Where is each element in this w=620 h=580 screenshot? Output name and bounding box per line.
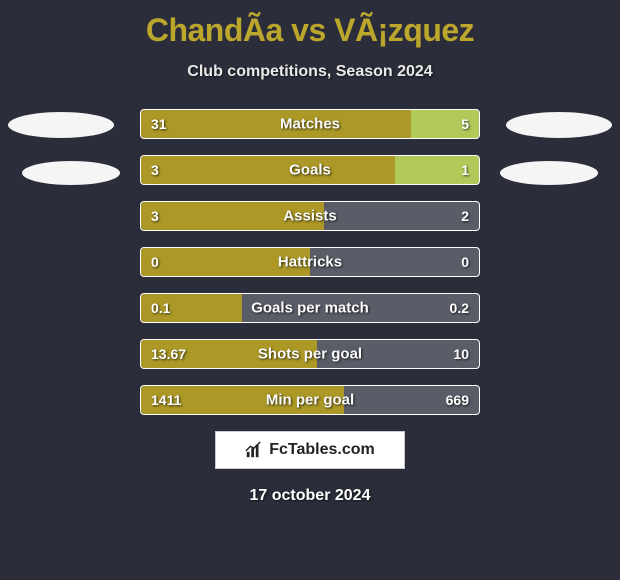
brand-badge: FcTables.com: [215, 431, 405, 469]
stat-row: 3 Goals 1: [140, 155, 480, 185]
player-left-ellipse-1: [8, 112, 114, 138]
stat-row: 31 Matches 5: [140, 109, 480, 139]
stat-label: Matches: [280, 116, 340, 133]
value-right: 0.2: [450, 300, 469, 316]
stat-label: Assists: [283, 208, 336, 225]
player-right-ellipse-2: [500, 161, 598, 185]
stat-label: Min per goal: [266, 392, 354, 409]
bar-left: [141, 156, 395, 184]
value-right: 10: [453, 346, 469, 362]
stat-row: 0.1 Goals per match 0.2: [140, 293, 480, 323]
stat-label: Shots per goal: [258, 346, 362, 363]
stat-row: 13.67 Shots per goal 10: [140, 339, 480, 369]
stat-label: Goals per match: [251, 300, 369, 317]
value-left: 13.67: [151, 346, 186, 362]
comparison-chart: 31 Matches 5 3 Goals 1 3 Assists 2 0 Hattricks 0 0.1…: [0, 109, 620, 415]
value-right: 669: [446, 392, 469, 408]
stat-row: 3 Assists 2: [140, 201, 480, 231]
stat-row: 1411 Min per goal 669: [140, 385, 480, 415]
value-left: 1411: [151, 392, 181, 408]
value-right: 5: [461, 116, 469, 132]
player-right-ellipse-1: [506, 112, 612, 138]
chart-icon: [245, 441, 263, 459]
date-label: 17 october 2024: [0, 487, 620, 505]
value-left: 3: [151, 162, 159, 178]
value-right: 1: [461, 162, 469, 178]
stat-label: Goals: [289, 162, 331, 179]
bar-left: [141, 110, 411, 138]
value-right: 2: [461, 208, 469, 224]
stat-row: 0 Hattricks 0: [140, 247, 480, 277]
page-title: ChandÃ­a vs VÃ¡zquez: [0, 0, 620, 49]
brand-text: FcTables.com: [269, 441, 375, 459]
subtitle: Club competitions, Season 2024: [0, 63, 620, 81]
player-left-ellipse-2: [22, 161, 120, 185]
value-left: 3: [151, 208, 159, 224]
value-left: 0.1: [151, 300, 170, 316]
value-right: 0: [461, 254, 469, 270]
value-left: 0: [151, 254, 159, 270]
stat-label: Hattricks: [278, 254, 342, 271]
value-left: 31: [151, 116, 167, 132]
